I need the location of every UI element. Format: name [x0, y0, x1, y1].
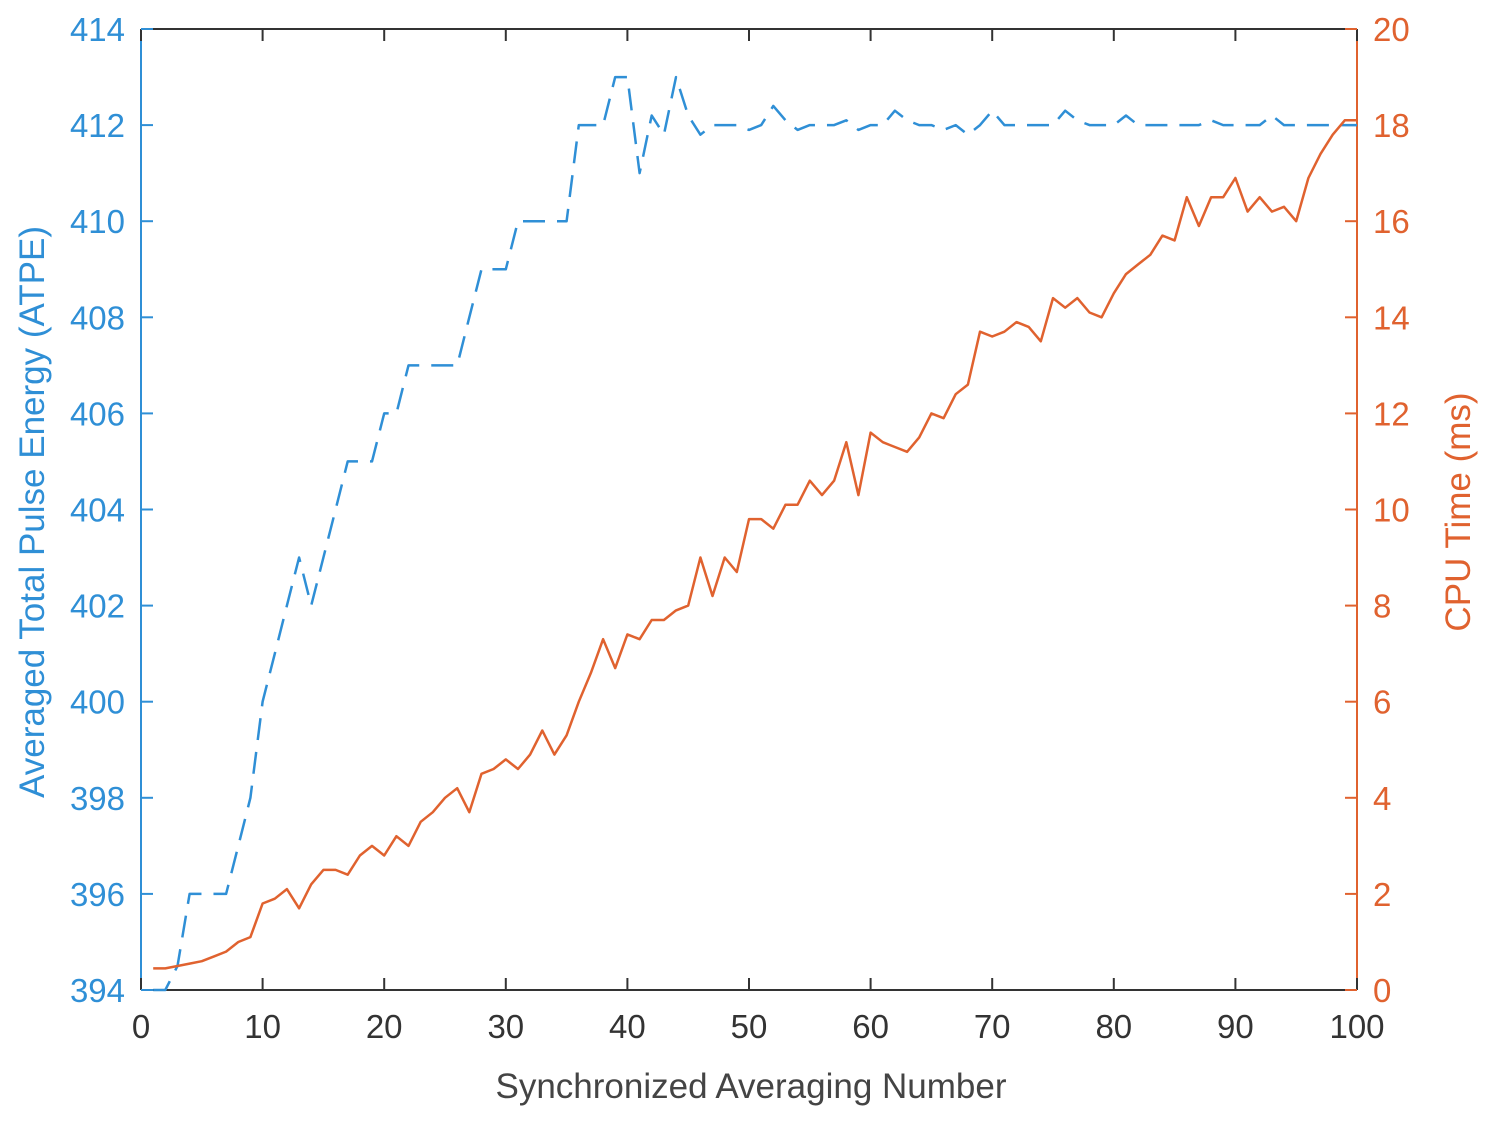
y-left-tick-label: 396 — [70, 876, 125, 913]
y-right-tick-label: 10 — [1373, 492, 1410, 529]
y-right-tick-label: 4 — [1373, 780, 1391, 817]
y-right-tick-label: 18 — [1373, 107, 1410, 144]
y-left-tick-label: 400 — [70, 684, 125, 721]
y-left-tick-label: 402 — [70, 588, 125, 625]
y-left-axis-label: Averaged Total Pulse Energy (ATPE) — [13, 226, 52, 798]
x-tick-label: 60 — [852, 1008, 889, 1045]
y-right-tick-label: 14 — [1373, 299, 1410, 336]
y-right-axis-label: CPU Time (ms) — [1439, 392, 1478, 631]
atpe-series-line — [153, 75, 1357, 992]
x-tick-label: 70 — [974, 1008, 1011, 1045]
y-right-tick-label: 2 — [1373, 876, 1391, 913]
x-axis-label: Synchronized Averaging Number — [495, 1067, 1006, 1106]
y-right-tick-label: 12 — [1373, 395, 1410, 432]
x-tick-label: 80 — [1095, 1008, 1132, 1045]
x-tick-label: 100 — [1329, 1008, 1384, 1045]
y-left-tick-label: 398 — [70, 780, 125, 817]
y-left-tick-label: 404 — [70, 492, 125, 529]
x-tick-label: 20 — [366, 1008, 403, 1045]
y-left-tick-label: 412 — [70, 107, 125, 144]
y-right-tick-label: 20 — [1373, 11, 1410, 48]
y-right-tick-label: 8 — [1373, 588, 1391, 625]
x-tick-label: 0 — [132, 1008, 150, 1045]
x-tick-label: 50 — [731, 1008, 768, 1045]
y-left-tick-label: 408 — [70, 299, 125, 336]
y-left-tick-label: 410 — [70, 203, 125, 240]
y-left-tick-label: 414 — [70, 11, 125, 48]
x-tick-label: 30 — [487, 1008, 524, 1045]
y-right-tick-label: 6 — [1373, 684, 1391, 721]
y-right-tick-label: 0 — [1373, 972, 1391, 1009]
y-right-tick-label: 16 — [1373, 203, 1410, 240]
x-tick-label: 90 — [1217, 1008, 1254, 1045]
y-left-tick-label: 394 — [70, 972, 125, 1009]
x-tick-label: 10 — [244, 1008, 281, 1045]
cpu-time-series-line — [153, 119, 1357, 970]
y-left-tick-label: 406 — [70, 395, 125, 432]
x-tick-label: 40 — [609, 1008, 646, 1045]
